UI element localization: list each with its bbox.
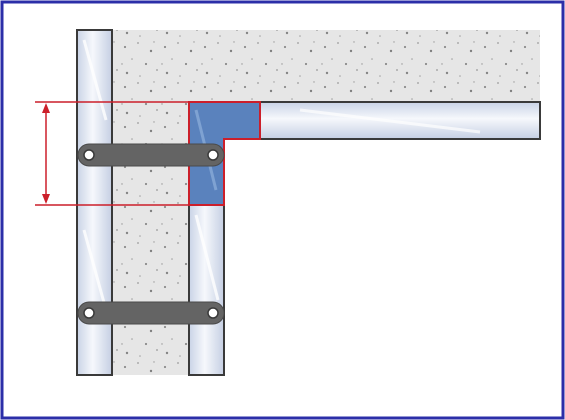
dimension-arrow-icon bbox=[42, 103, 50, 113]
dimension-arrow-icon bbox=[42, 194, 50, 204]
horizontal-form-panel bbox=[259, 101, 541, 140]
left-panel-glare bbox=[82, 229, 108, 311]
tie-bolt-icon bbox=[83, 149, 95, 161]
left-panel-glare bbox=[82, 39, 108, 121]
lower-tie-rod bbox=[77, 301, 225, 325]
tie-bolt-icon bbox=[207, 307, 219, 319]
tie-bolt-icon bbox=[83, 307, 95, 319]
inner-panel-glare bbox=[194, 214, 220, 301]
inner-form-panel bbox=[188, 204, 225, 376]
tie-bolt-icon bbox=[207, 149, 219, 161]
upper-tie-rod bbox=[77, 143, 225, 167]
horizontal-panel-glare bbox=[299, 108, 481, 134]
